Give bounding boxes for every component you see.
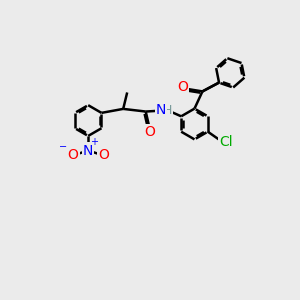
Text: +: + — [90, 137, 98, 147]
Text: O: O — [144, 125, 155, 139]
Text: H: H — [163, 104, 172, 117]
Text: −: − — [59, 142, 67, 152]
Text: N: N — [83, 143, 93, 158]
Text: N: N — [156, 103, 166, 117]
Text: Cl: Cl — [220, 134, 233, 148]
Text: O: O — [98, 148, 109, 162]
Text: O: O — [68, 148, 78, 162]
Text: O: O — [177, 80, 188, 94]
